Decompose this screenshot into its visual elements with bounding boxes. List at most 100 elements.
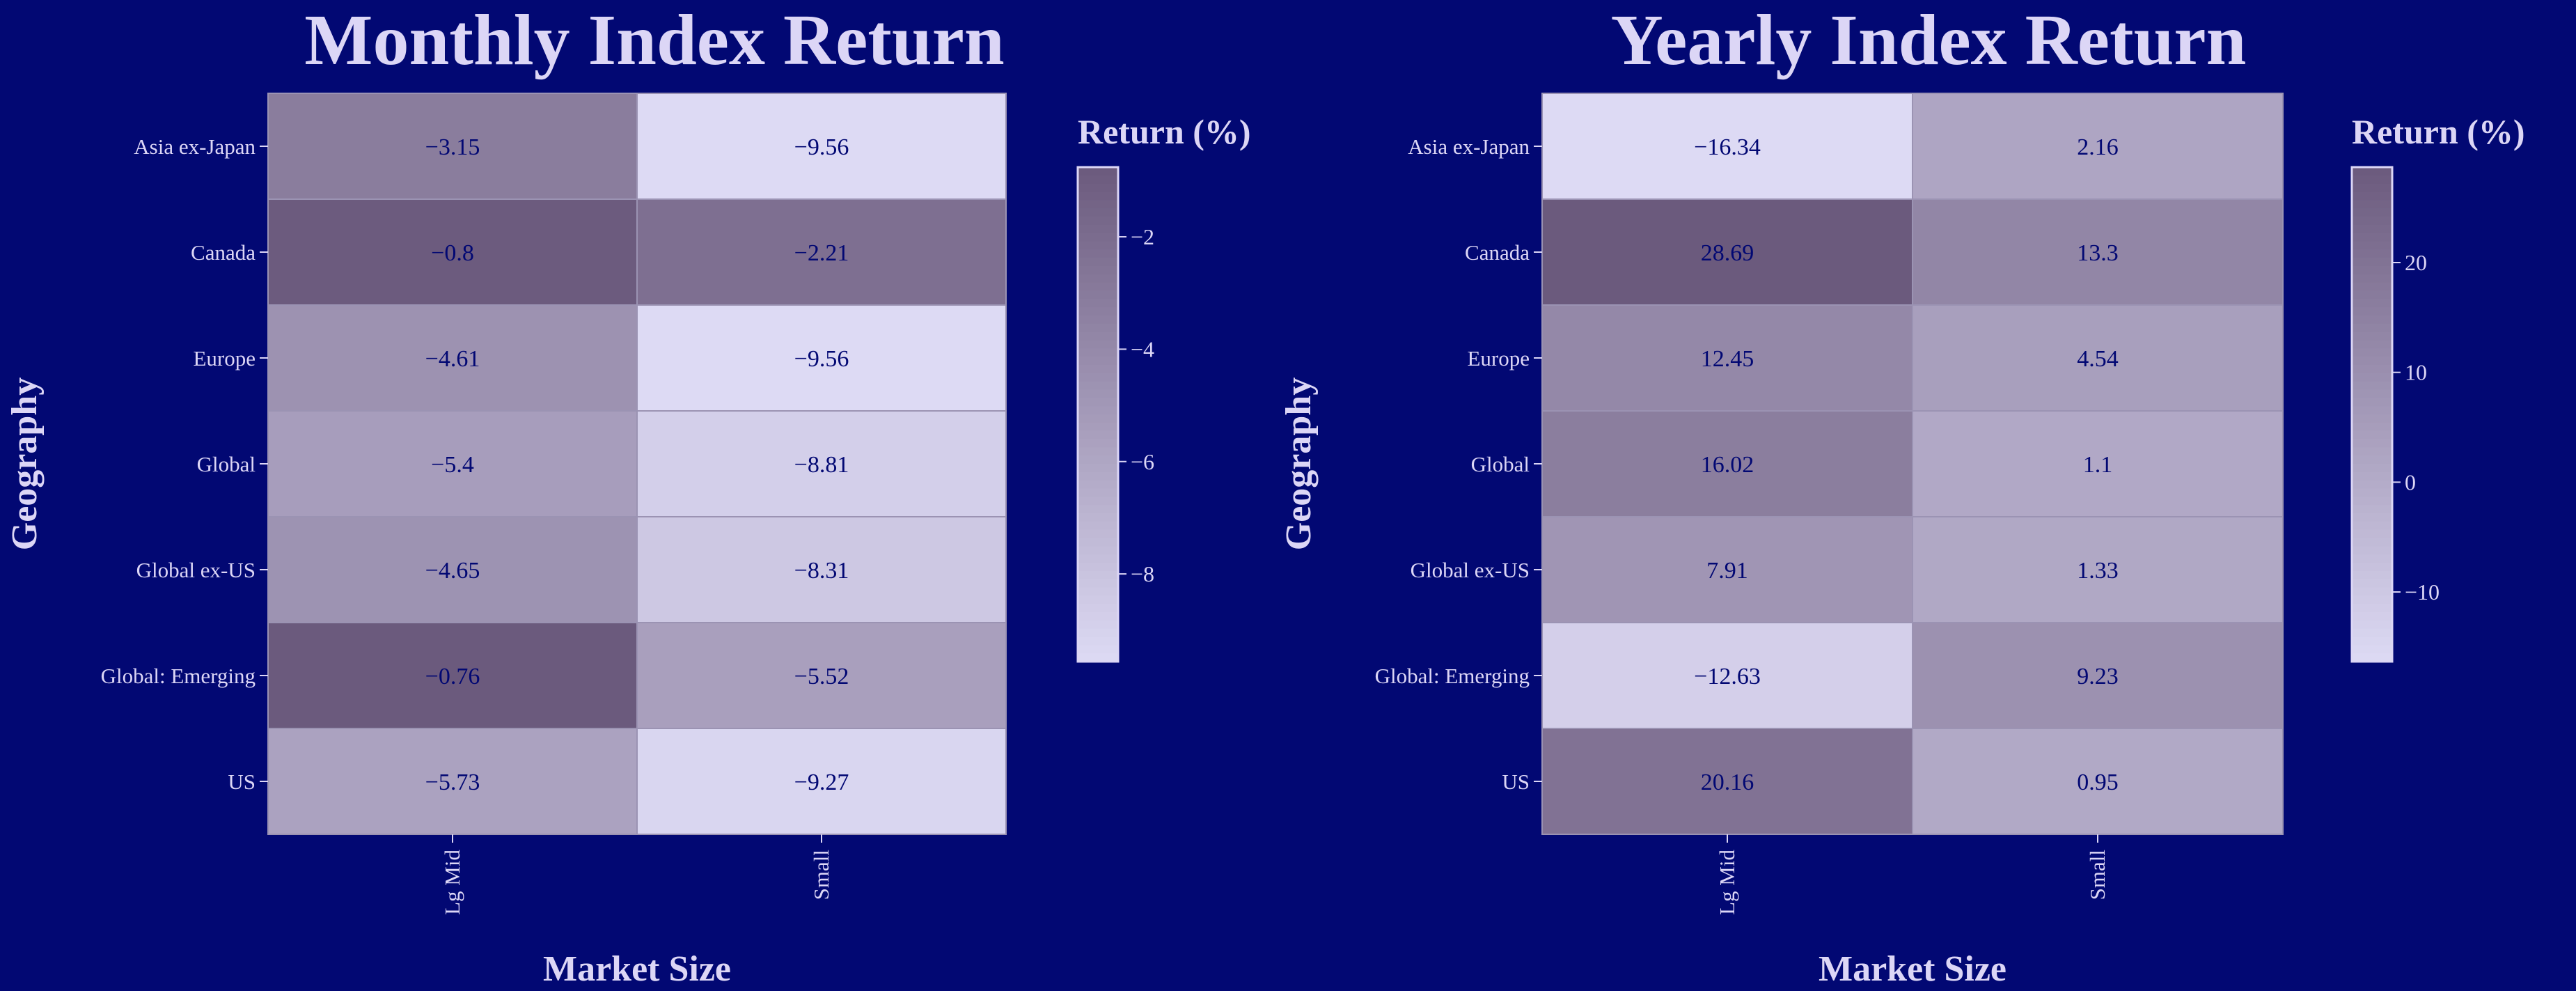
colorbar-tick-label: −4 (1131, 336, 1154, 361)
colorbar-segment (2352, 620, 2392, 630)
cell-value-label: −5.4 (431, 452, 474, 478)
colorbar-title: Return (%) (1078, 112, 1251, 151)
colorbar-segment (2352, 183, 2392, 193)
x-axis-title: Market Size (543, 949, 731, 988)
colorbar-segment (1078, 497, 1118, 506)
heatmap-cell (636, 304, 1007, 412)
y-tick-label: Global ex-US (136, 558, 256, 582)
colorbar-segment (2352, 505, 2392, 514)
colorbar-segment (2352, 604, 2392, 613)
x-tick-label: Small (2085, 850, 2110, 900)
heatmap-cell (267, 198, 638, 306)
colorbar-segment (2352, 414, 2392, 423)
cell-value-label: −16.34 (1694, 134, 1761, 160)
cell-value-label: 16.02 (1701, 452, 1754, 478)
colorbar-segment (1078, 538, 1118, 547)
colorbar-segment (1078, 645, 1118, 654)
colorbar-tick-label: −10 (2405, 579, 2440, 604)
colorbar-segment (2352, 529, 2392, 539)
cell-value-label: −2.21 (794, 240, 849, 266)
colorbar-segment (2352, 422, 2392, 432)
cell-value-label: −0.76 (425, 664, 480, 689)
colorbar-segment (2352, 365, 2392, 374)
cell-value-label: −9.56 (794, 134, 849, 160)
colorbar-segment (1078, 422, 1118, 432)
colorbar-segment (2352, 430, 2392, 440)
colorbar-segment (2352, 315, 2392, 325)
colorbar-segment (1078, 513, 1118, 522)
colorbar-segment (2352, 249, 2392, 258)
colorbar-segment (1078, 439, 1118, 448)
y-tick-label: Europe (193, 346, 256, 370)
colorbar-segment (2352, 290, 2392, 300)
colorbar-segment (2352, 217, 2392, 226)
colorbar-segment (2352, 628, 2392, 638)
colorbar-segment (1078, 290, 1118, 300)
y-tick-label: US (228, 770, 256, 794)
colorbar-segment (2352, 497, 2392, 506)
colorbar-segment (2352, 447, 2392, 456)
colorbar-segment (2352, 464, 2392, 473)
cell-value-label: −4.61 (425, 346, 480, 372)
colorbar-segment (1078, 331, 1118, 341)
colorbar-segment (1078, 406, 1118, 415)
colorbar-segment (1078, 274, 1118, 283)
colorbar-segment (1078, 529, 1118, 539)
colorbar-segment (2352, 637, 2392, 646)
cell-value-label: 13.3 (2077, 240, 2119, 266)
y-axis-title: Geography (5, 377, 45, 550)
colorbar: Return (%) 20 10 0 −10 (2350, 112, 2525, 663)
colorbar-segment (1078, 612, 1118, 621)
colorbar-segment (1078, 389, 1118, 399)
colorbar-segment (1078, 192, 1118, 201)
colorbar-tick-label: 10 (2405, 360, 2427, 385)
cell-value-label: −9.27 (794, 770, 849, 795)
colorbar-segment (1078, 471, 1118, 481)
colorbar-tick-label: −6 (1131, 449, 1154, 474)
colorbar-segment (2352, 389, 2392, 399)
colorbar-segment (2352, 554, 2392, 563)
colorbar-segment (1078, 217, 1118, 226)
colorbar-segment (2352, 258, 2392, 267)
heatmap-cell (1912, 198, 2284, 306)
y-axis-title: Geography (1279, 377, 1319, 550)
colorbar-tick-label: 0 (2405, 469, 2416, 494)
heatmap-cell (1541, 304, 1913, 412)
colorbar-segment (1078, 299, 1118, 308)
colorbar-segment (1078, 447, 1118, 456)
colorbar-segment (1078, 579, 1118, 588)
colorbar-segment (1078, 570, 1118, 580)
cell-value-label: 2.16 (2077, 134, 2119, 160)
heatmap-cell (636, 516, 1007, 623)
colorbar-segment (2352, 331, 2392, 341)
cell-value-label: −8.31 (794, 558, 849, 584)
colorbar-segment (2352, 307, 2392, 316)
colorbar-segment (2352, 570, 2392, 580)
cell-value-label: −5.52 (794, 664, 849, 689)
cell-value-label: −3.15 (425, 134, 480, 160)
colorbar-segment (2352, 471, 2392, 481)
colorbar-segment (2352, 595, 2392, 604)
heatmap-1: Yearly Index Return −16.34 2.16 28.69 13.3 12… (1279, 0, 2525, 989)
colorbar-tick-label: 20 (2405, 250, 2427, 275)
colorbar-segment (1078, 604, 1118, 613)
y-tick-label: Europe (1467, 346, 1530, 370)
colorbar-segment (1078, 595, 1118, 604)
heatmap-cell (1912, 93, 2284, 200)
colorbar-segment (1078, 464, 1118, 473)
colorbar-segment (1078, 637, 1118, 646)
colorbar-frame (2350, 166, 2394, 663)
colorbar-segment (1078, 505, 1118, 514)
x-tick-label: Lg Mid (1715, 850, 1739, 915)
colorbar-segment (1078, 200, 1118, 209)
cell-value-label: 0.95 (2077, 770, 2119, 795)
colorbar-segment (1078, 266, 1118, 275)
colorbar-segment (2352, 563, 2392, 572)
colorbar-segment (1078, 653, 1118, 662)
colorbar-segment (1078, 455, 1118, 465)
colorbar-segment (1078, 315, 1118, 325)
colorbar-segment (1078, 628, 1118, 638)
cell-value-label: −9.56 (794, 346, 849, 372)
